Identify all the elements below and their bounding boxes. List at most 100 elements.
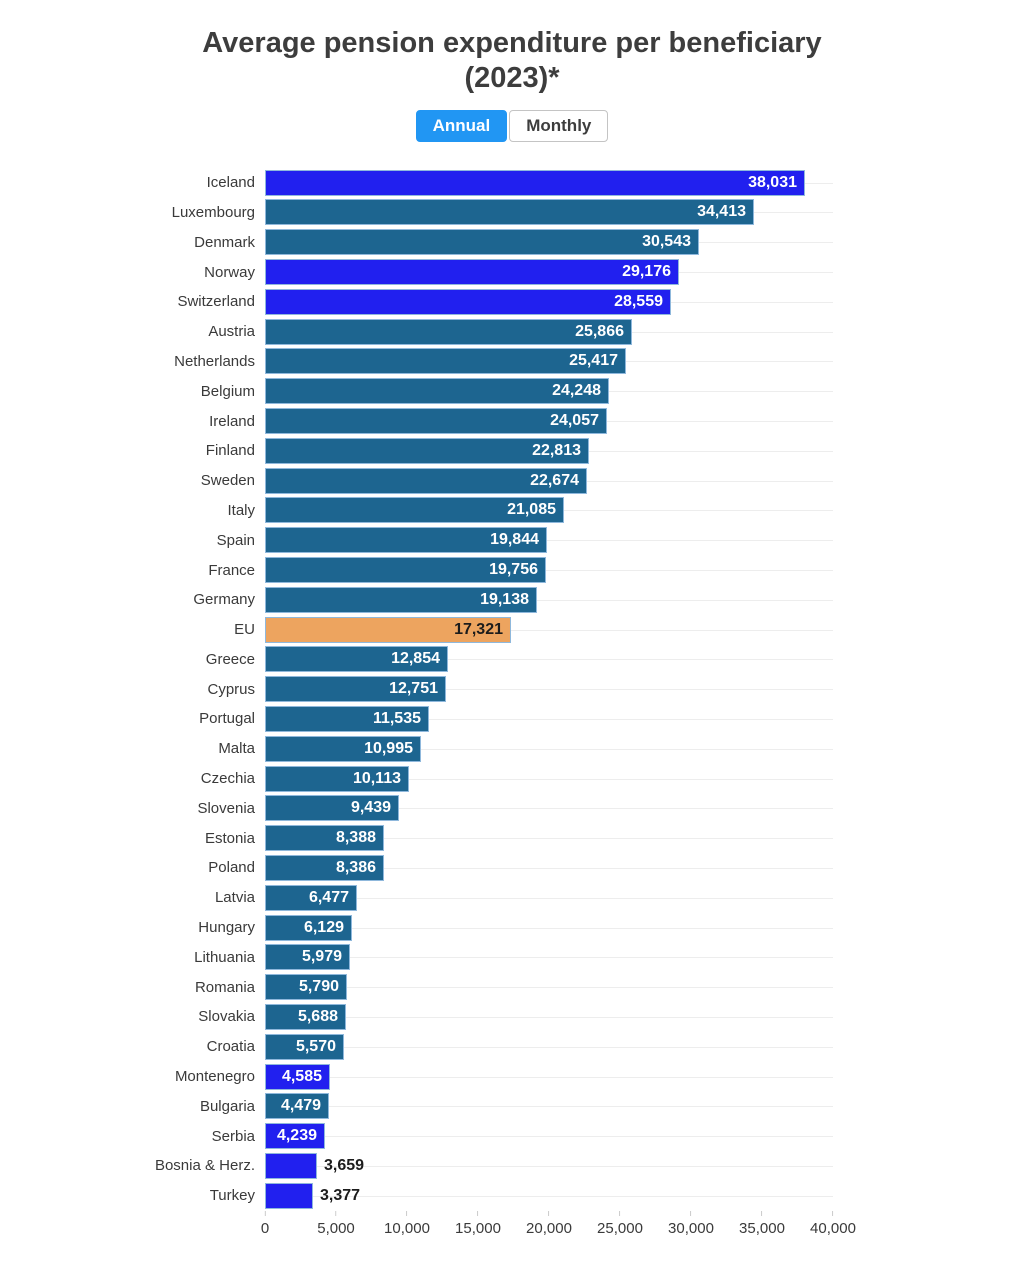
plot-track: 22,674 (265, 466, 833, 496)
gridline (265, 540, 833, 542)
value-label: 21,085 (507, 501, 556, 519)
value-bar[interactable]: 8,386 (265, 854, 384, 881)
chart-row: Lithuania 5,979 (0, 942, 1024, 972)
value-label: 5,570 (295, 1037, 336, 1055)
country-label: Cyprus (207, 680, 255, 698)
value-bar[interactable]: 8,388 (265, 825, 384, 852)
country-label: Spain (216, 531, 255, 549)
plot-track: 24,248 (265, 376, 833, 406)
value-bar[interactable]: 5,979 (265, 944, 350, 971)
plot-track: 29,176 (265, 257, 833, 287)
annual-toggle-button[interactable]: Annual (415, 109, 508, 142)
gridline (265, 987, 833, 989)
value-label: 4,239 (276, 1127, 317, 1145)
country-label: EU (234, 621, 255, 639)
value-bar[interactable]: 28,559 (265, 288, 671, 315)
country-label: Austria (208, 323, 255, 341)
value-label: 24,248 (552, 382, 601, 400)
value-bar[interactable]: 4,585 (265, 1063, 330, 1090)
tick-label: 10,000 (384, 1219, 430, 1237)
value-bar[interactable]: 29,176 (265, 259, 679, 286)
value-bar[interactable]: 11,535 (265, 705, 429, 732)
value-bar[interactable]: 12,751 (265, 676, 446, 703)
value-bar[interactable]: 12,854 (265, 646, 448, 673)
gridline (265, 1106, 833, 1108)
chart-row: Bosnia & Herz. 3,659 (0, 1151, 1024, 1181)
value-label: 9,439 (350, 799, 391, 817)
chart-row: Malta 10,995 (0, 734, 1024, 764)
value-bar[interactable]: 19,138 (265, 586, 537, 613)
tick-mark (761, 1210, 763, 1216)
value-bar[interactable]: 25,417 (265, 348, 626, 375)
tick-mark (406, 1210, 408, 1216)
country-label: Belgium (200, 382, 255, 400)
value-label: 34,413 (697, 203, 746, 221)
value-bar[interactable]: 21,085 (265, 497, 564, 524)
chart-row: Germany 19,138 (0, 585, 1024, 615)
country-label: Hungary (198, 919, 255, 937)
plot-track: 6,477 (265, 883, 833, 913)
value-bar[interactable]: 25,866 (265, 318, 632, 345)
value-bar[interactable]: 22,813 (265, 437, 589, 464)
plot-track: 4,585 (265, 1062, 833, 1092)
value-bar[interactable] (265, 1182, 313, 1209)
country-label: Malta (218, 740, 255, 758)
value-bar[interactable]: 17,321 (265, 616, 511, 643)
x-axis-tick: 15,000 (455, 1210, 501, 1237)
country-label: Norway (204, 263, 255, 281)
value-bar[interactable]: 19,756 (265, 557, 546, 583)
value-bar[interactable]: 5,790 (265, 974, 347, 1001)
period-toggle: Annual Monthly (0, 109, 1024, 142)
tick-mark (477, 1210, 479, 1216)
plot-track: 5,979 (265, 942, 833, 972)
country-label: Greece (205, 650, 255, 668)
gridline (265, 599, 833, 601)
chart-row: Estonia 8,388 (0, 823, 1024, 853)
value-bar[interactable]: 5,570 (265, 1033, 344, 1060)
plot-track: 19,844 (265, 525, 833, 555)
country-label: Italy (227, 501, 255, 519)
chart-row: Latvia 6,477 (0, 883, 1024, 913)
value-label: 6,477 (308, 888, 349, 906)
value-bar[interactable]: 22,674 (265, 467, 587, 494)
plot-track: 12,854 (265, 645, 833, 675)
value-bar[interactable]: 34,413 (265, 199, 754, 226)
value-bar[interactable]: 9,439 (265, 795, 399, 822)
plot-track: 11,535 (265, 704, 833, 734)
value-label: 28,559 (614, 292, 663, 310)
value-bar[interactable]: 6,477 (265, 884, 357, 911)
value-bar[interactable]: 6,129 (265, 914, 352, 941)
value-bar[interactable]: 4,239 (265, 1123, 325, 1150)
plot-track: 3,659 (265, 1151, 833, 1181)
value-bar[interactable]: 4,479 (265, 1093, 329, 1120)
value-bar[interactable]: 30,543 (265, 229, 699, 256)
chart-row: Slovakia 5,688 (0, 1002, 1024, 1032)
value-bar[interactable]: 10,995 (265, 735, 421, 762)
tick-label: 30,000 (668, 1219, 714, 1237)
value-bar[interactable]: 24,248 (265, 378, 609, 405)
value-label: 6,129 (303, 918, 344, 936)
chart-title-line2: (2023)* (464, 62, 560, 95)
value-label: 12,751 (389, 680, 438, 698)
value-bar[interactable] (265, 1152, 317, 1179)
plot-track: 8,388 (265, 823, 833, 853)
chart-row: Austria 25,866 (0, 317, 1024, 347)
tick-label: 40,000 (810, 1219, 856, 1237)
value-bar[interactable]: 24,057 (265, 408, 607, 435)
value-label: 10,113 (352, 769, 401, 787)
value-bar[interactable]: 19,844 (265, 527, 547, 554)
monthly-toggle-button[interactable]: Monthly (509, 109, 609, 142)
value-bar[interactable]: 10,113 (265, 765, 409, 792)
gridline (265, 1195, 833, 1197)
plot-track: 6,129 (265, 913, 833, 943)
value-label: 4,585 (281, 1067, 322, 1085)
value-label: 3,377 (320, 1186, 361, 1204)
chart-title: Average pension expenditure per benefici… (40, 26, 984, 97)
country-label: Turkey (209, 1187, 255, 1205)
plot-track: 10,995 (265, 734, 833, 764)
plot-track: 5,570 (265, 1032, 833, 1062)
gridline (265, 718, 833, 720)
plot-track: 12,751 (265, 674, 833, 704)
value-bar[interactable]: 5,688 (265, 1003, 346, 1030)
value-bar[interactable]: 38,031 (265, 169, 805, 196)
